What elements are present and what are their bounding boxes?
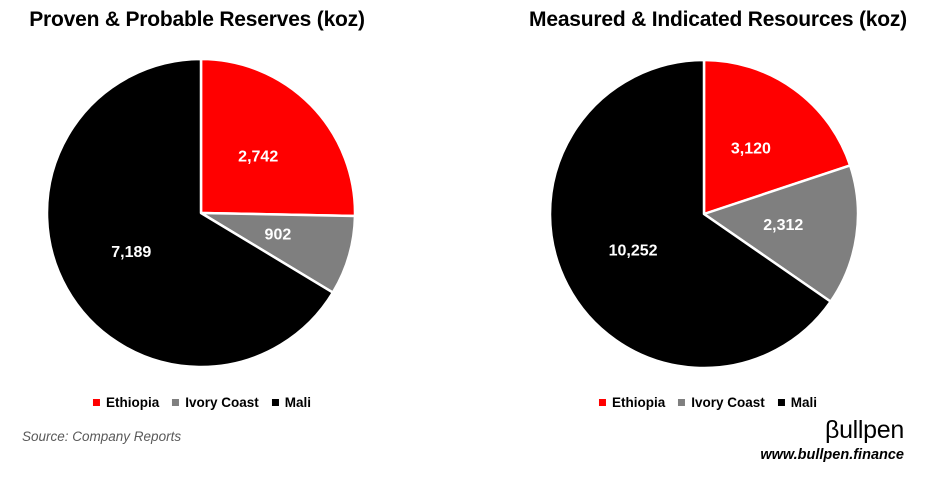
legend-swatch-mali: [271, 399, 279, 406]
pie-value-label-ivory-coast: 902: [265, 227, 292, 244]
legend-swatch-ethiopia: [92, 399, 100, 406]
pie-chart-reserves: 2,742 902 7,189: [45, 57, 357, 369]
legend-item-ethiopia: Ethiopia: [598, 395, 666, 410]
pie-slice-mali: [45, 57, 335, 369]
legend-resources: Ethiopia Ivory Coast Mali: [598, 395, 818, 410]
pie-slice-ethiopia: [199, 57, 357, 218]
legend-swatch-ivory-coast: [678, 399, 686, 406]
pie-slice-ethiopia: [702, 58, 852, 216]
legend-label-ethiopia: Ethiopia: [611, 395, 666, 410]
legend-item-ivory-coast: Ivory Coast: [678, 395, 765, 410]
pie-value-label-ethiopia: 2,742: [238, 148, 278, 165]
pie-chart-resources: 3,120 2,312 10,252: [548, 58, 860, 370]
legend-item-ethiopia: Ethiopia: [92, 395, 160, 410]
pie-slice-mali: [548, 58, 832, 370]
legend-item-mali: Mali: [777, 395, 818, 410]
pie-slice-ivory-coast: [702, 164, 860, 303]
legend-reserves: Ethiopia Ivory Coast Mali: [92, 395, 312, 410]
pie-value-label-mali: 10,252: [609, 243, 658, 260]
legend-label-ethiopia: Ethiopia: [105, 395, 160, 410]
legend-swatch-mali: [777, 399, 785, 406]
legend-item-mali: Mali: [271, 395, 312, 410]
pie-value-label-ethiopia: 3,120: [731, 141, 771, 158]
legend-label-ivory-coast: Ivory Coast: [691, 395, 765, 410]
pie-value-label-ivory-coast: 2,312: [763, 217, 803, 234]
pie-value-label-mali: 7,189: [111, 244, 151, 261]
legend-label-ivory-coast: Ivory Coast: [185, 395, 259, 410]
chart-title-resources: Measured & Indicated Resources (koz): [529, 8, 907, 31]
website-url: www.bullpen.finance: [760, 447, 904, 464]
legend-label-mali: Mali: [790, 395, 818, 410]
legend-item-ivory-coast: Ivory Coast: [172, 395, 259, 410]
source-note: Source: Company Reports: [22, 429, 182, 444]
legend-swatch-ivory-coast: [172, 399, 180, 406]
chart-title-reserves: Proven & Probable Reserves (koz): [29, 8, 365, 31]
brand-block: βullpen www.bullpen.finance: [760, 415, 904, 463]
legend-label-mali: Mali: [284, 395, 312, 410]
bullpen-logo: βullpen: [824, 416, 904, 444]
legend-swatch-ethiopia: [598, 399, 606, 406]
